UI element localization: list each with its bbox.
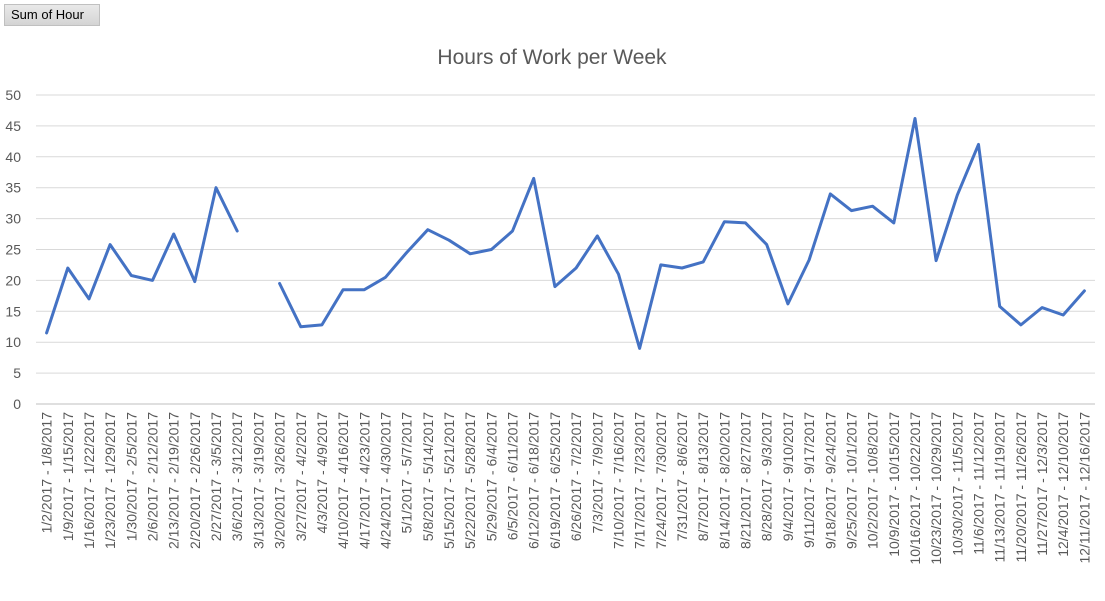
x-tick-label: 5/15/2017 - 5/21/2017 <box>441 412 457 549</box>
x-tick-label: 9/11/2017 - 9/17/2017 <box>801 412 817 548</box>
x-tick-label: 1/23/2017 - 1/29/2017 <box>102 412 118 549</box>
x-tick-label: 1/9/2017 - 1/15/2017 <box>60 412 76 541</box>
x-tick-label: 7/24/2017 - 7/30/2017 <box>653 412 669 549</box>
x-tick-label: 6/5/2017 - 6/11/2017 <box>505 412 521 540</box>
x-tick-label: 8/21/2017 - 8/27/2017 <box>738 412 754 549</box>
x-tick-label: 2/13/2017 - 2/19/2017 <box>166 412 182 549</box>
x-tick-label: 5/29/2017 - 6/4/2017 <box>483 412 499 541</box>
x-tick-label: 4/24/2017 - 4/30/2017 <box>377 412 393 549</box>
sum-of-hour-field-button[interactable]: Sum of Hour <box>4 4 100 26</box>
y-tick-label: 25 <box>5 242 21 258</box>
x-tick-label: 11/6/2017 - 11/12/2017 <box>971 412 987 555</box>
x-tick-label: 7/17/2017 - 7/23/2017 <box>632 412 648 549</box>
x-tick-label: 6/26/2017 - 7/2/2017 <box>568 412 584 541</box>
x-tick-label: 9/4/2017 - 9/10/2017 <box>780 412 796 541</box>
y-tick-label: 10 <box>5 334 21 350</box>
y-tick-label: 35 <box>5 180 21 196</box>
x-tick-label: 4/17/2017 - 4/23/2017 <box>356 412 372 549</box>
series-line-segment <box>45 186 239 335</box>
x-tick-label: 7/10/2017 - 7/16/2017 <box>610 412 626 549</box>
series-hours <box>45 117 1086 350</box>
x-tick-label: 2/27/2017 - 3/5/2017 <box>208 412 224 541</box>
y-tick-label: 40 <box>5 149 21 165</box>
x-tick-label: 2/20/2017 - 2/26/2017 <box>187 412 203 549</box>
x-tick-label: 6/12/2017 - 6/18/2017 <box>526 412 542 549</box>
x-tick-label: 11/20/2017 - 11/26/2017 <box>1013 412 1029 563</box>
x-tick-label: 3/20/2017 - 3/26/2017 <box>272 412 288 549</box>
x-tick-label: 4/10/2017 - 4/16/2017 <box>335 412 351 549</box>
x-tick-label: 7/31/2017 - 8/6/2017 <box>674 412 690 541</box>
x-tick-label: 10/30/2017 - 11/5/2017 <box>949 412 965 556</box>
x-tick-label: 3/6/2017 - 3/12/2017 <box>229 412 245 541</box>
x-tick-label: 10/9/2017 - 10/15/2017 <box>886 412 902 557</box>
y-axis-ticks: 0 5 10 15 20 25 30 35 40 45 50 <box>5 87 21 412</box>
x-tick-label: 5/8/2017 - 5/14/2017 <box>420 412 436 541</box>
x-tick-label: 2/6/2017 - 2/12/2017 <box>144 412 160 541</box>
x-tick-label: 7/3/2017 - 7/9/2017 <box>589 412 605 534</box>
x-tick-label: 5/1/2017 - 5/7/2017 <box>399 412 415 534</box>
y-tick-label: 5 <box>13 365 21 381</box>
x-tick-label: 9/25/2017 - 10/1/2017 <box>843 412 859 549</box>
y-tick-label: 20 <box>5 272 21 288</box>
x-tick-label: 3/27/2017 - 4/2/2017 <box>293 412 309 541</box>
x-tick-label: 1/2/2017 - 1/8/2017 <box>39 412 55 534</box>
x-tick-label: 8/14/2017 - 8/20/2017 <box>716 412 732 549</box>
x-tick-label: 12/4/2017 - 12/10/2017 <box>1055 412 1071 557</box>
chart-title: Hours of Work per Week <box>437 46 667 69</box>
x-tick-label: 8/7/2017 - 8/13/2017 <box>695 412 711 541</box>
x-tick-label: 5/22/2017 - 5/28/2017 <box>462 412 478 549</box>
x-tick-label: 6/19/2017 - 6/25/2017 <box>547 412 563 549</box>
x-tick-label: 4/3/2017 - 4/9/2017 <box>314 412 330 534</box>
x-tick-label: 10/23/2017 - 10/29/2017 <box>928 412 944 565</box>
x-tick-label: 1/30/2017 - 2/5/2017 <box>123 412 139 541</box>
y-tick-label: 50 <box>5 87 21 103</box>
y-tick-label: 30 <box>5 211 21 227</box>
gridlines <box>36 94 1095 405</box>
x-tick-label: 12/11/2017 - 12/16/2017 <box>1076 412 1092 564</box>
y-tick-label: 15 <box>5 303 21 319</box>
x-tick-label: 9/18/2017 - 9/24/2017 <box>822 412 838 549</box>
series-line-segment <box>278 117 1086 350</box>
x-tick-label: 1/16/2017 - 1/22/2017 <box>81 412 97 549</box>
x-tick-label: 11/13/2017 - 11/19/2017 <box>992 412 1008 563</box>
x-tick-label: 3/13/2017 - 3/19/2017 <box>250 412 266 549</box>
x-tick-label: 10/2/2017 - 10/8/2017 <box>865 412 881 549</box>
x-tick-label: 8/28/2017 - 9/3/2017 <box>759 412 775 541</box>
y-tick-label: 45 <box>5 118 21 134</box>
y-tick-label: 0 <box>13 396 21 412</box>
x-axis-ticks: 1/2/2017 - 1/8/2017 1/9/2017 - 1/15/2017 1… <box>39 412 1093 565</box>
x-tick-label: 11/27/2017 - 12/3/2017 <box>1034 412 1050 556</box>
x-tick-label: 10/16/2017 - 10/22/2017 <box>907 412 923 565</box>
